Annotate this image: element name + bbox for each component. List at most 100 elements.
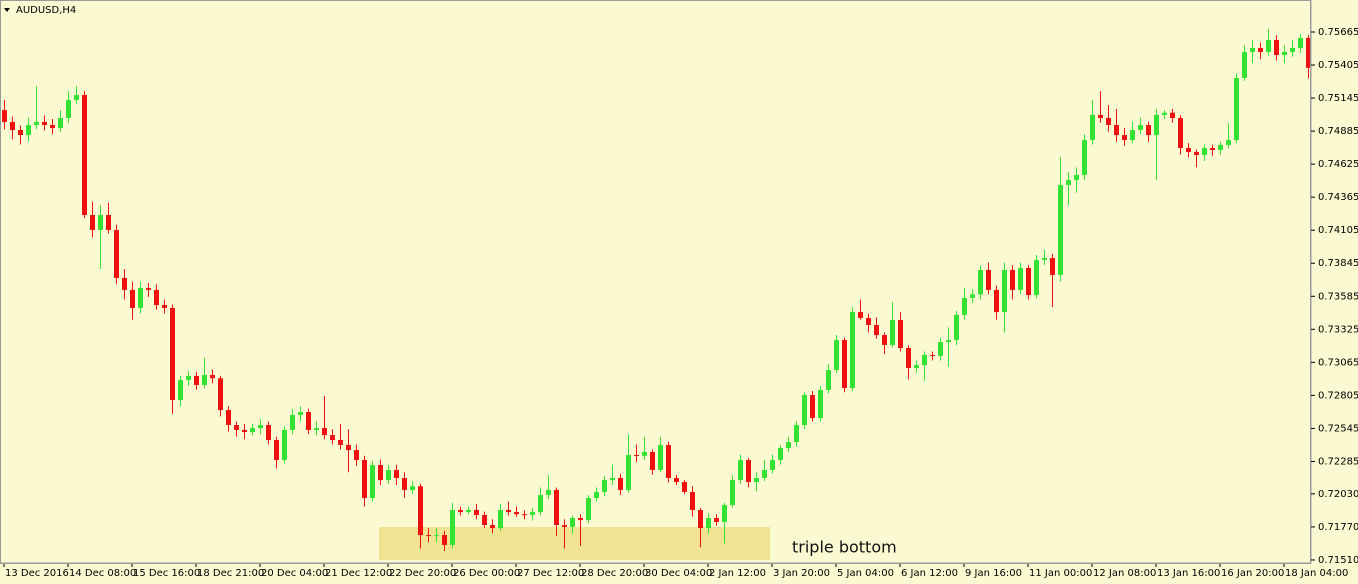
candle-body (906, 348, 911, 368)
y-tick-label: 0.75145 (1318, 93, 1358, 104)
chart-title: AUDUSD,H4 (16, 5, 76, 16)
candle-body (170, 307, 175, 400)
candle-body (226, 410, 231, 426)
candle-body (690, 491, 695, 511)
candle-body (1226, 139, 1231, 145)
x-tick-label: 5 Jan 04:00 (837, 568, 894, 579)
candle-body (354, 450, 359, 460)
candle-body (786, 442, 791, 449)
candle-body (1114, 125, 1119, 136)
y-tick-label: 0.73585 (1318, 291, 1358, 302)
candle-body (1050, 258, 1055, 275)
candle-body (594, 491, 599, 498)
candle-body (506, 510, 511, 513)
candle-body (1002, 269, 1007, 313)
candle-body (602, 480, 607, 492)
y-tick-label: 0.75665 (1318, 27, 1358, 38)
candle-body (698, 510, 703, 529)
candle-body (1202, 147, 1207, 155)
candle-body (18, 129, 23, 136)
candle-body (762, 469, 767, 478)
candle-body (242, 429, 247, 432)
candle-body (922, 354, 927, 366)
candle-body (626, 454, 631, 490)
candle-body (874, 325, 879, 336)
candle-body (34, 121, 39, 126)
candle-body (402, 477, 407, 490)
candle-body (1130, 129, 1135, 140)
candle-body (426, 535, 431, 537)
annotation: triple bottom (792, 538, 897, 557)
candle-body (1242, 51, 1247, 78)
candle-body (98, 214, 103, 230)
candle-body (1218, 144, 1223, 151)
candle-body (554, 489, 559, 526)
y-tick-label: 0.72285 (1318, 456, 1358, 467)
candle-body (50, 125, 55, 129)
candle-body (442, 535, 447, 545)
candle-body (890, 320, 895, 345)
candle-body (1138, 125, 1143, 130)
candle-body (154, 289, 159, 306)
candle-body (82, 95, 87, 215)
candle-body (314, 428, 319, 430)
candle-body (1058, 184, 1063, 275)
candle-body (938, 342, 943, 357)
candle-body (298, 412, 303, 415)
candle-body (954, 314, 959, 340)
candle-body (1026, 267, 1031, 296)
candle-body (834, 339, 839, 370)
candle-body (1250, 47, 1255, 52)
candle-body (1154, 114, 1159, 136)
candle-body (458, 510, 463, 513)
candle-body (738, 459, 743, 481)
candle-body (514, 512, 519, 515)
x-tick-label: 30 Dec 04:00 (645, 568, 712, 579)
candle-body (306, 412, 311, 430)
candle-body (1178, 118, 1183, 148)
candle-body (186, 375, 191, 381)
candle-body (1090, 114, 1095, 140)
candle-body (810, 395, 815, 419)
candle-body (234, 425, 239, 430)
candle-body (530, 512, 535, 515)
candle-body (482, 514, 487, 526)
candle-body (930, 354, 935, 357)
x-tick-label: 27 Dec 12:00 (517, 568, 584, 579)
candle-body (1042, 258, 1047, 260)
candle-body (818, 389, 823, 419)
candle-body (650, 451, 655, 470)
candle-body (42, 121, 47, 126)
candle-body (866, 318, 871, 326)
candle-body (330, 435, 335, 440)
candle-body (106, 214, 111, 230)
candle-body (450, 510, 455, 545)
candle-body (826, 369, 831, 390)
candle-body (562, 525, 567, 527)
candle-body (274, 439, 279, 460)
candle-body (882, 335, 887, 345)
candle-body (410, 486, 415, 490)
candle-body (1306, 37, 1311, 68)
candle-body (114, 229, 119, 278)
candle-body (250, 428, 255, 432)
x-tick-label: 6 Jan 12:00 (901, 568, 958, 579)
candle-body (10, 121, 15, 130)
candle-body (546, 489, 551, 496)
candle-body (338, 439, 343, 445)
y-tick-label: 0.74885 (1318, 126, 1358, 137)
highlight-layer (379, 527, 770, 560)
candle-body (754, 477, 759, 483)
x-tick-label: 26 Dec 00:00 (453, 568, 520, 579)
candle-body (1146, 125, 1151, 136)
candle-body (1210, 147, 1215, 151)
candle-body (842, 339, 847, 389)
candle-body (1122, 135, 1127, 140)
candle-body (658, 444, 663, 470)
candle-body (522, 514, 527, 516)
y-tick-label: 0.72030 (1318, 489, 1358, 500)
x-tick-label: 18 Jan 04:00 (1285, 568, 1348, 579)
candle-body (378, 465, 383, 481)
menu-arrow[interactable] (4, 8, 10, 12)
